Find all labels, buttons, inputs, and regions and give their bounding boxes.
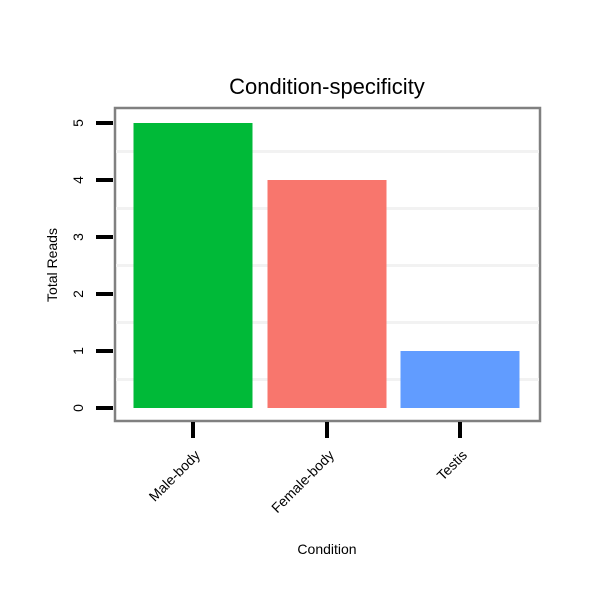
x-tick-label: Testis [433,447,470,484]
y-tick-label: 4 [70,176,86,184]
bar-male-body [133,123,253,408]
x-tick-label: Female-body [268,447,337,516]
y-axis-label: Total Reads [44,228,60,302]
chart-title: Condition-specificity [229,74,425,99]
y-tick-label: 5 [70,119,86,127]
bar-testis [400,351,520,408]
y-tick-label: 1 [70,347,86,355]
bar-female-body [267,180,387,408]
y-tick-label: 2 [70,290,86,298]
x-tick-label: Male-body [146,447,204,505]
y-tick-label: 3 [70,233,86,241]
x-axis-label: Condition [297,541,356,557]
y-tick-label: 0 [70,404,86,412]
